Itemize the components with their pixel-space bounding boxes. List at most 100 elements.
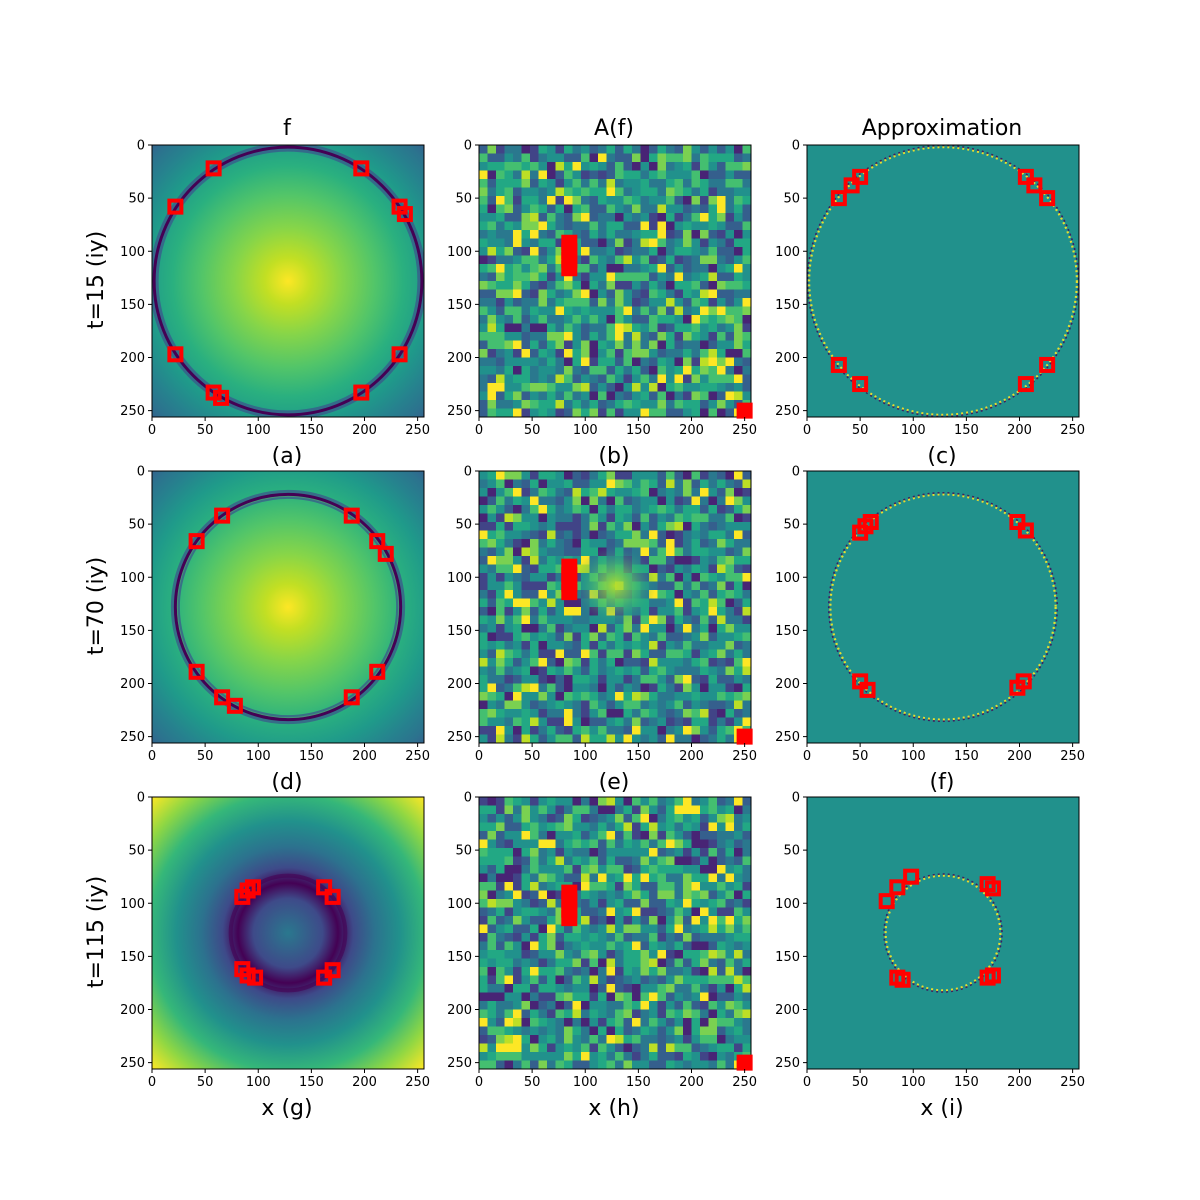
coefficient-cell bbox=[734, 822, 743, 832]
coefficient-cell bbox=[538, 632, 548, 642]
coefficient-cell bbox=[547, 992, 556, 1002]
coefficient-cell bbox=[623, 882, 633, 891]
coefficient-cell bbox=[581, 170, 590, 180]
coefficient-cell bbox=[564, 374, 573, 384]
coefficient-cell bbox=[598, 357, 607, 367]
coefficient-cell bbox=[479, 289, 488, 299]
coefficient-cell bbox=[666, 941, 675, 951]
coefficient-cell bbox=[683, 306, 692, 316]
coefficient-cell bbox=[742, 615, 751, 625]
coefficient-cell bbox=[708, 306, 718, 316]
coefficient-cell bbox=[725, 366, 735, 375]
coefficient-cell bbox=[606, 1001, 616, 1010]
coefficient-cell bbox=[598, 196, 607, 205]
coefficient-cell bbox=[547, 522, 556, 531]
coefficient-cell bbox=[725, 1052, 735, 1061]
coefficient-cell bbox=[666, 383, 675, 392]
coefficient-cell bbox=[538, 471, 548, 480]
coefficient-cell bbox=[742, 700, 751, 710]
coefficient-cell bbox=[725, 814, 735, 823]
coefficient-cell bbox=[589, 522, 599, 531]
coefficient-cell bbox=[572, 649, 582, 659]
coefficient-cell bbox=[649, 221, 658, 231]
coefficient-cell bbox=[530, 709, 539, 718]
coefficient-cell bbox=[606, 196, 616, 205]
coefficient-cell bbox=[734, 332, 743, 341]
coefficient-cell bbox=[547, 187, 556, 197]
coefficient-cell bbox=[674, 992, 684, 1002]
approx-ring-bright bbox=[829, 493, 1057, 721]
x-tick-label: 250 bbox=[1060, 423, 1085, 438]
coefficient-cell bbox=[538, 539, 548, 548]
coefficient-cell bbox=[564, 709, 573, 718]
coefficient-cell bbox=[717, 907, 726, 917]
coefficient-cell bbox=[708, 1009, 718, 1019]
coefficient-cell bbox=[606, 899, 616, 908]
coefficient-cell bbox=[717, 709, 726, 718]
y-tick-label: 150 bbox=[447, 950, 472, 965]
coefficient-cell bbox=[683, 1035, 692, 1044]
coefficient-cell bbox=[479, 238, 488, 248]
coefficient-cell bbox=[674, 814, 684, 823]
coefficient-cell bbox=[589, 950, 599, 959]
coefficient-cell bbox=[615, 238, 624, 248]
coefficient-cell bbox=[564, 298, 573, 307]
coefficient-cell bbox=[640, 675, 650, 684]
coefficient-cell bbox=[649, 814, 658, 823]
coefficient-cell bbox=[589, 230, 599, 239]
coefficient-cell bbox=[538, 700, 548, 710]
coefficient-cell bbox=[555, 400, 565, 409]
coefficient-cell bbox=[674, 907, 684, 917]
coefficient-cell bbox=[700, 471, 709, 480]
coefficient-cell bbox=[504, 496, 514, 506]
column-title-approximation: Approximation bbox=[862, 116, 1023, 141]
coefficient-cell bbox=[683, 522, 692, 531]
coefficient-cell bbox=[683, 556, 692, 565]
coefficient-cell bbox=[513, 306, 522, 316]
coefficient-cell bbox=[479, 805, 488, 815]
marker bbox=[391, 346, 408, 363]
coefficient-cell bbox=[615, 624, 624, 633]
marker bbox=[1039, 356, 1056, 373]
coefficient-cell bbox=[538, 1052, 548, 1061]
marker bbox=[205, 160, 222, 177]
coefficient-cell bbox=[649, 564, 658, 574]
coefficient-cell bbox=[555, 1043, 565, 1053]
coefficient-cell bbox=[674, 573, 684, 582]
coefficient-cell bbox=[538, 238, 548, 248]
coefficient-cell bbox=[742, 882, 751, 891]
coefficient-cell bbox=[504, 153, 514, 163]
coefficient-cell bbox=[691, 374, 701, 384]
coefficient-cell bbox=[598, 890, 607, 900]
coefficient-cell bbox=[657, 488, 667, 497]
coefficient-cell bbox=[487, 950, 497, 959]
coefficient-cell bbox=[538, 624, 548, 633]
coefficient-cell bbox=[683, 649, 692, 659]
approx-background bbox=[807, 797, 1079, 1069]
coefficient-cell bbox=[479, 281, 488, 290]
coefficient-cell bbox=[479, 196, 488, 205]
coefficient-cell bbox=[683, 213, 692, 222]
coefficient-cell bbox=[708, 513, 718, 523]
coefficient-cell bbox=[657, 856, 667, 866]
coefficient-cell bbox=[649, 383, 658, 392]
coefficient-cell bbox=[623, 366, 633, 375]
coefficient-cell bbox=[615, 683, 624, 693]
coefficient-cell bbox=[666, 1018, 675, 1027]
coefficient-cell bbox=[479, 298, 488, 307]
coefficient-cell bbox=[572, 547, 582, 557]
coefficient-cell bbox=[479, 607, 488, 616]
x-tick-label: 250 bbox=[1060, 749, 1085, 764]
coefficient-cell bbox=[691, 967, 701, 976]
coefficient-cell bbox=[555, 726, 565, 735]
coefficient-cell bbox=[666, 907, 675, 917]
coefficient-cell bbox=[496, 709, 505, 718]
coefficient-cell bbox=[513, 298, 522, 307]
coefficient-cell bbox=[657, 641, 667, 650]
coefficient-cell bbox=[589, 717, 599, 727]
coefficient-cell bbox=[700, 391, 709, 401]
coefficient-cell bbox=[700, 488, 709, 497]
coefficient-cell bbox=[742, 298, 751, 307]
